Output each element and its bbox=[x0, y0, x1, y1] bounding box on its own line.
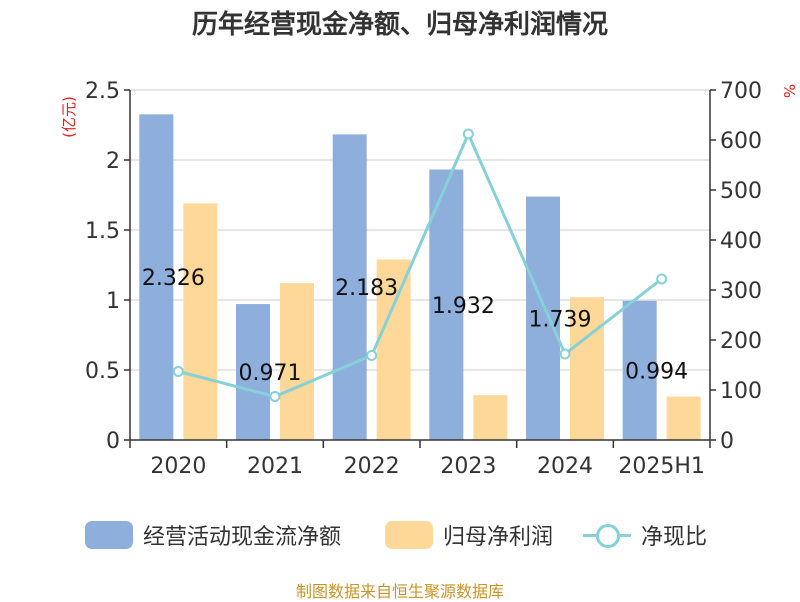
y-left-tick-label: 0.5 bbox=[85, 359, 120, 384]
y-left-axis-unit: (亿元) bbox=[60, 96, 78, 138]
x-tick-label: 2022 bbox=[344, 454, 400, 479]
legend-label-cashflow: 经营活动现金流净额 bbox=[143, 525, 342, 550]
y-left-tick-label: 1.5 bbox=[85, 219, 120, 244]
y-right-axis-unit: % bbox=[780, 84, 798, 98]
legend-item-profit[interactable]: 归母净利润 bbox=[385, 517, 553, 553]
ratio-point bbox=[559, 348, 571, 360]
bar-cashflow bbox=[526, 196, 560, 440]
ratio-point bbox=[462, 128, 474, 140]
chart-plot: 0 0.5 1 1.5 2 2.5 0 100 200 300 400 500 600 700 (亿元)% 2… bbox=[60, 79, 798, 479]
y-right-tick-label: 0 bbox=[720, 429, 734, 454]
y-left-tick-label: 2.5 bbox=[85, 79, 120, 104]
chart-legend: 经营活动现金流净额 归母净利润 净现比 bbox=[0, 517, 800, 557]
y-left-tick-label: 0 bbox=[106, 429, 120, 454]
bar-profit bbox=[570, 297, 604, 440]
bar-cashflow-label: 1.739 bbox=[529, 307, 592, 332]
ratio-point bbox=[269, 391, 281, 402]
bar-profit bbox=[280, 283, 314, 440]
bar-cashflow bbox=[429, 169, 464, 440]
legend-label-ratio: 净现比 bbox=[641, 525, 708, 550]
x-tick-label: 2025H1 bbox=[618, 454, 705, 479]
y-right-tick-label: 600 bbox=[720, 129, 762, 154]
x-tick-label: 2020 bbox=[150, 454, 206, 479]
bar-cashflow-label: 0.994 bbox=[625, 359, 688, 384]
ratio-point bbox=[656, 273, 668, 285]
legend-swatch-cashflow bbox=[85, 521, 133, 549]
bar-cashflow bbox=[139, 114, 174, 441]
bar-profit bbox=[376, 259, 411, 440]
x-tick-label: 2021 bbox=[247, 454, 303, 479]
legend-line-ratio-icon bbox=[583, 521, 631, 549]
y-right-tick-label: 200 bbox=[720, 329, 762, 354]
ratio-point bbox=[172, 366, 184, 377]
legend-item-ratio[interactable]: 净现比 bbox=[583, 517, 707, 553]
chart-title: 历年经营现金净额、归母净利润情况 bbox=[191, 10, 608, 40]
bar-cashflow-label: 2.183 bbox=[335, 276, 398, 301]
x-tick-label: 2024 bbox=[537, 454, 593, 479]
bar-profit bbox=[473, 395, 508, 440]
bar-cashflow bbox=[332, 134, 367, 440]
bar-cashflow-label: 2.326 bbox=[142, 266, 205, 291]
bar-cashflow bbox=[622, 300, 657, 440]
legend-item-cashflow[interactable]: 经营活动现金流净额 bbox=[85, 517, 341, 553]
y-left-tick-label: 2 bbox=[106, 149, 120, 174]
y-right-tick-label: 400 bbox=[720, 229, 762, 254]
ratio-line bbox=[177, 130, 663, 399]
source-note: 制图数据来自恒生聚源数据库 bbox=[295, 582, 504, 601]
bar-cashflow-label: 1.932 bbox=[432, 294, 495, 319]
ratio-point bbox=[366, 350, 378, 361]
x-tick-label: 2023 bbox=[440, 454, 496, 479]
y-right-tick-label: 500 bbox=[720, 179, 762, 204]
bar-cashflow-label: 0.971 bbox=[239, 361, 302, 386]
y-right-tick-label: 100 bbox=[720, 379, 762, 404]
y-right-tick-label: 700 bbox=[720, 79, 762, 104]
bar-profit bbox=[666, 396, 701, 440]
legend-label-profit: 归母净利润 bbox=[443, 525, 554, 550]
legend-swatch-profit bbox=[385, 521, 433, 549]
y-right-tick-label: 300 bbox=[720, 279, 762, 304]
y-left-tick-label: 1 bbox=[106, 289, 120, 314]
bar-profit bbox=[183, 203, 218, 440]
bar-cashflow bbox=[236, 304, 270, 440]
